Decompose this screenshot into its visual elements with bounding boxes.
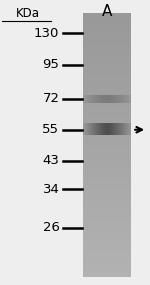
Text: 26: 26 [42,221,59,234]
Text: 72: 72 [42,92,59,105]
Text: 43: 43 [42,154,59,167]
Text: 34: 34 [42,183,59,196]
Text: 95: 95 [42,58,59,71]
Text: KDa: KDa [15,7,39,20]
Text: 130: 130 [34,27,59,40]
Text: 55: 55 [42,123,59,136]
Text: A: A [102,4,112,19]
